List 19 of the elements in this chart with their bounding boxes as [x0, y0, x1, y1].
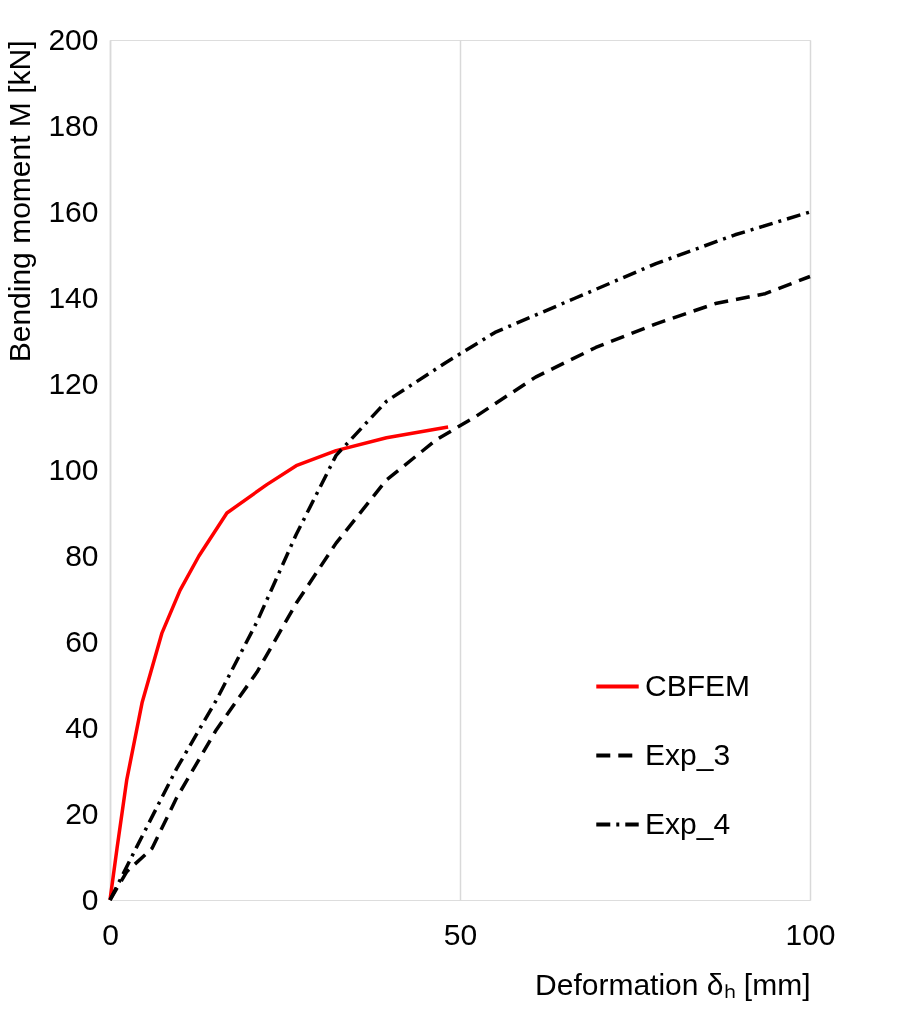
x-tick-label: 100 [785, 917, 836, 951]
y-tick-label: 40 [65, 710, 99, 744]
y-tick-label: 60 [65, 624, 99, 658]
y-tick-label: 140 [48, 280, 99, 314]
y-tick-label: 100 [48, 452, 99, 486]
x-axis-title: Deformation δₕ [mm] [535, 967, 811, 1001]
y-tick-label: 120 [48, 366, 99, 400]
line-series [108, 425, 450, 902]
y-tick-label: 0 [81, 882, 99, 916]
y-tick-label: 180 [48, 108, 99, 142]
y-tick-label: 20 [65, 796, 99, 830]
y-tick-label: 200 [48, 22, 99, 56]
x-tick-label: 50 [443, 917, 478, 951]
legend-label: Exp_3 [645, 737, 731, 771]
y-tick-label: 160 [48, 194, 99, 228]
legend-label: Exp_4 [645, 806, 731, 840]
y-tick-label: 80 [65, 538, 99, 572]
legend-label: CBFEM [645, 668, 750, 702]
y-axis-title: Bending moment M [kN] [3, 40, 37, 363]
